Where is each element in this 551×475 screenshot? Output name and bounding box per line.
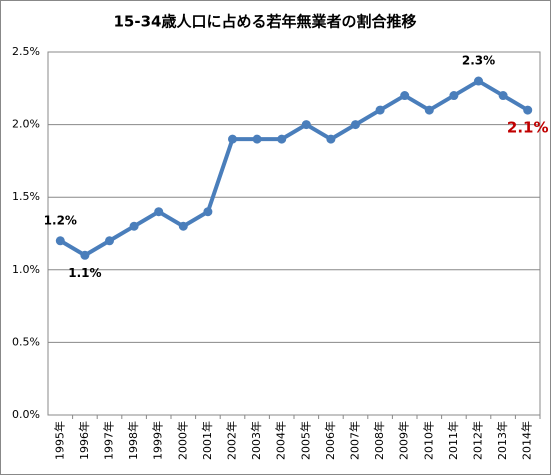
y-tick-label: 2.5% <box>12 45 40 58</box>
data-point <box>178 221 188 231</box>
y-tick-label: 0.0% <box>12 408 40 421</box>
data-label: 1.2% <box>44 213 77 227</box>
x-tick-label: 2006年 <box>323 421 337 460</box>
data-point <box>80 250 90 260</box>
x-tick-label: 2000年 <box>175 421 189 460</box>
x-tick-label: 2014年 <box>520 421 534 460</box>
x-tick-label: 2005年 <box>298 421 312 460</box>
data-label: 1.1% <box>68 266 101 280</box>
data-point <box>252 134 262 144</box>
data-point <box>277 134 287 144</box>
data-point <box>474 76 483 86</box>
data-point <box>326 134 336 144</box>
x-tick-label: 2001年 <box>200 421 214 460</box>
chart-title: 15-34歳人口に占める若年無業者の割合推移 <box>114 13 417 31</box>
data-point <box>154 207 164 217</box>
x-tick-label: 2004年 <box>274 421 288 460</box>
x-tick-label: 1997年 <box>102 421 116 460</box>
data-point <box>449 91 459 101</box>
data-point <box>498 91 508 101</box>
data-point <box>301 120 311 130</box>
data-label: 2.3% <box>462 54 495 68</box>
data-label: 2.1% <box>507 119 549 137</box>
y-tick-label: 1.5% <box>12 190 40 203</box>
data-point <box>228 134 237 144</box>
x-tick-label: 2012年 <box>471 421 485 460</box>
data-point <box>105 236 114 246</box>
y-tick-label: 0.5% <box>12 335 40 348</box>
data-point <box>424 105 434 115</box>
data-point <box>203 207 213 217</box>
x-tick-label: 1995年 <box>52 421 66 460</box>
x-tick-label: 1996年 <box>77 421 91 460</box>
x-tick-label: 2008年 <box>372 421 386 460</box>
x-tick-label: 2011年 <box>446 421 460 460</box>
x-tick-label: 1998年 <box>126 421 140 460</box>
x-tick-label: 2010年 <box>421 421 435 460</box>
data-point <box>129 221 139 231</box>
x-tick-label: 2003年 <box>249 421 263 460</box>
x-tick-label: 1999年 <box>151 421 165 460</box>
y-tick-label: 2.0% <box>12 118 40 131</box>
data-point <box>400 91 410 101</box>
data-point <box>55 236 65 246</box>
x-tick-label: 2002年 <box>225 421 239 460</box>
data-point <box>351 120 360 130</box>
x-tick-label: 2007年 <box>348 421 362 460</box>
data-point <box>523 105 533 115</box>
x-tick-label: 2009年 <box>397 421 411 460</box>
data-point <box>375 105 385 115</box>
y-tick-label: 1.0% <box>12 263 40 276</box>
data-line <box>59 79 529 258</box>
x-tick-label: 2013年 <box>495 421 509 460</box>
